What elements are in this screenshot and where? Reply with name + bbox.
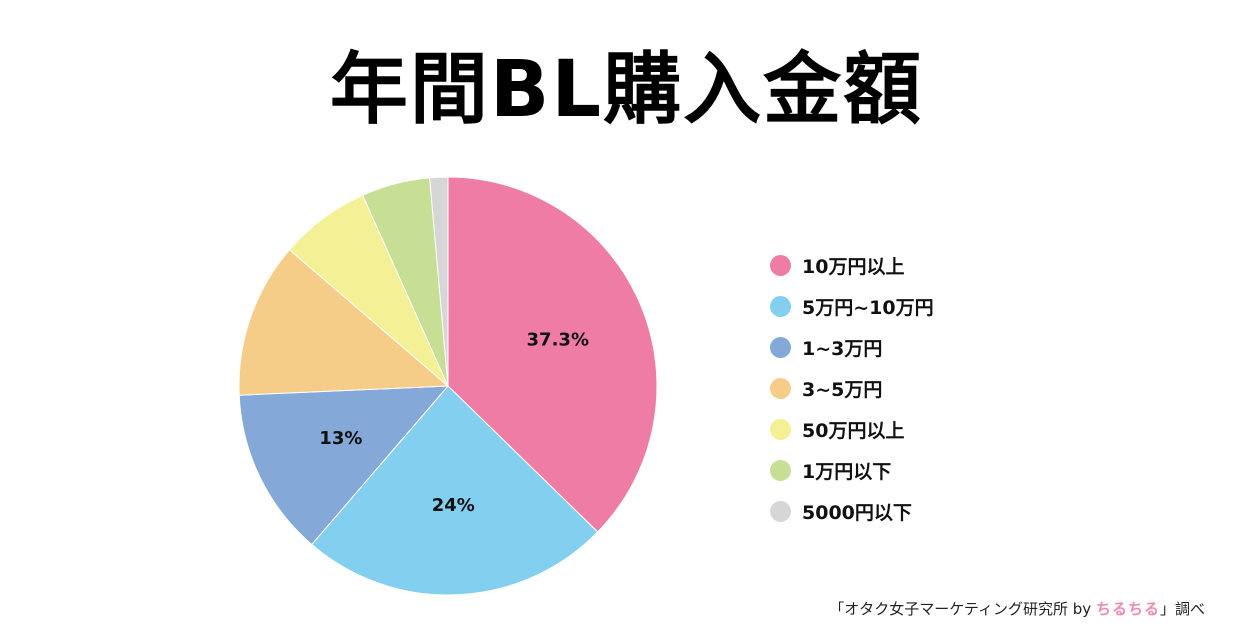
legend-swatch <box>770 378 791 399</box>
legend-swatch <box>770 501 791 522</box>
legend-label: 1万円以下 <box>802 461 892 483</box>
legend-swatch <box>770 296 791 317</box>
chart-title: 年間BL購入金額 <box>329 45 924 135</box>
source-brand-logo: ちるちる <box>1095 600 1160 618</box>
source-prefix: 「オタク女子マーケティング研究所 by <box>829 600 1096 618</box>
legend-item: 1~3万円 <box>770 327 934 368</box>
source-note: 「オタク女子マーケティング研究所 by ちるちる」調べ <box>829 598 1205 619</box>
pie-chart: 37.3% 24% 13% <box>238 176 658 596</box>
legend-item: 3~5万円 <box>770 368 934 409</box>
legend-item: 5万円~10万円 <box>770 286 934 327</box>
slice-data-label-2: 13% <box>319 428 362 449</box>
legend-item: 5000円以下 <box>770 491 934 532</box>
legend-label: 5万円~10万円 <box>802 297 934 319</box>
chart-legend: 10万円以上 5万円~10万円 1~3万円 3~5万円 50万円以上 1万円以下 5000円… <box>770 245 934 532</box>
slice-data-label-1: 24% <box>432 495 475 516</box>
legend-item: 10万円以上 <box>770 245 934 286</box>
legend-swatch <box>770 337 791 358</box>
pie-slice-3 <box>238 249 450 396</box>
legend-swatch <box>770 460 791 481</box>
slice-data-label-0: 37.3% <box>527 330 589 351</box>
legend-swatch <box>770 255 791 276</box>
pie-slice-2 <box>238 385 450 546</box>
legend-swatch <box>770 419 791 440</box>
pie-slice-0 <box>447 176 658 533</box>
source-suffix: 」調べ <box>1159 600 1205 618</box>
pie-slice-1 <box>311 385 599 596</box>
legend-label: 1~3万円 <box>802 338 883 360</box>
legend-label: 5000円以下 <box>802 502 912 524</box>
legend-item: 1万円以下 <box>770 450 934 491</box>
legend-label: 10万円以上 <box>802 256 905 278</box>
legend-item: 50万円以上 <box>770 409 934 450</box>
legend-label: 3~5万円 <box>802 379 883 401</box>
legend-label: 50万円以上 <box>802 420 905 442</box>
pie-slice-6 <box>429 176 449 387</box>
